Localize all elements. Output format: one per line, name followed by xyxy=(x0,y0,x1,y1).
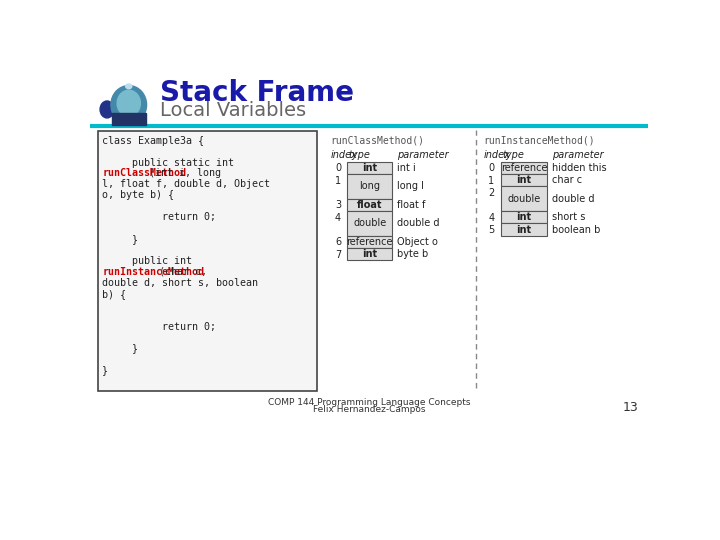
Text: 4: 4 xyxy=(488,213,495,222)
Text: int: int xyxy=(362,163,377,173)
Text: return 0;: return 0; xyxy=(102,321,217,332)
Text: runClassMethod(): runClassMethod() xyxy=(330,136,424,146)
Text: o, byte b) {: o, byte b) { xyxy=(102,190,174,200)
Text: type: type xyxy=(349,150,371,160)
Text: 4: 4 xyxy=(335,213,341,222)
Bar xyxy=(500,162,547,174)
Ellipse shape xyxy=(111,85,147,124)
Text: 5: 5 xyxy=(488,225,495,235)
Bar xyxy=(500,174,547,186)
Text: index: index xyxy=(330,150,357,160)
Text: return 0;: return 0; xyxy=(102,212,217,222)
Text: }: } xyxy=(102,234,138,244)
Text: 6: 6 xyxy=(335,237,341,247)
Text: Object o: Object o xyxy=(397,237,438,247)
Text: runClassMethod: runClassMethod xyxy=(102,168,186,178)
Text: public static int: public static int xyxy=(102,158,235,167)
Text: float f: float f xyxy=(397,200,426,210)
Text: parameter: parameter xyxy=(552,150,603,160)
Text: 3: 3 xyxy=(335,200,341,210)
Text: reference: reference xyxy=(500,163,547,173)
Text: b) {: b) { xyxy=(102,289,127,299)
Text: Felix Hernandez-Campos: Felix Hernandez-Campos xyxy=(312,404,426,414)
Bar xyxy=(347,199,392,211)
Text: double d: double d xyxy=(397,218,439,228)
Text: hidden this: hidden this xyxy=(552,163,606,173)
Text: Local Variables: Local Variables xyxy=(160,102,306,120)
Text: double: double xyxy=(353,218,387,228)
Text: 1: 1 xyxy=(335,176,341,186)
Bar xyxy=(500,186,547,211)
Ellipse shape xyxy=(100,101,114,118)
Text: char c: char c xyxy=(552,176,582,185)
Text: runInstanceMethod(): runInstanceMethod() xyxy=(484,136,595,146)
Text: float: float xyxy=(357,200,382,210)
Text: reference: reference xyxy=(346,237,393,247)
Text: boolean b: boolean b xyxy=(552,225,600,234)
Text: 1: 1 xyxy=(488,176,495,186)
Bar xyxy=(347,236,392,248)
Text: byte b: byte b xyxy=(397,249,428,259)
Text: 13: 13 xyxy=(623,401,639,414)
Text: public int: public int xyxy=(102,256,192,266)
Text: index: index xyxy=(484,150,510,160)
Text: int: int xyxy=(516,212,531,222)
Bar xyxy=(500,211,547,224)
Text: 0: 0 xyxy=(488,164,495,173)
Text: double d, short s, boolean: double d, short s, boolean xyxy=(102,278,258,288)
Text: double d: double d xyxy=(552,194,595,204)
Bar xyxy=(98,131,317,390)
Text: (char c,: (char c, xyxy=(159,267,207,277)
Text: double: double xyxy=(508,194,541,204)
Text: int: int xyxy=(516,225,531,234)
Text: short s: short s xyxy=(552,212,585,222)
Text: COMP 144 Programming Language Concepts: COMP 144 Programming Language Concepts xyxy=(268,399,470,408)
Bar xyxy=(112,112,145,125)
Ellipse shape xyxy=(126,84,132,89)
Text: }: } xyxy=(102,365,109,375)
Text: l, float f, double d, Object: l, float f, double d, Object xyxy=(102,179,271,190)
Text: 7: 7 xyxy=(335,249,341,260)
Bar xyxy=(347,162,392,174)
Text: int: int xyxy=(362,249,377,259)
Text: parameter: parameter xyxy=(397,150,449,160)
Text: Stack Frame: Stack Frame xyxy=(160,79,354,107)
Text: int i: int i xyxy=(397,163,415,173)
Bar xyxy=(347,211,392,236)
Text: type: type xyxy=(503,150,524,160)
Text: runInstanceMethod: runInstanceMethod xyxy=(102,267,204,277)
Text: long l: long l xyxy=(397,181,424,192)
Ellipse shape xyxy=(117,90,140,117)
Bar xyxy=(347,174,392,199)
Text: 0: 0 xyxy=(335,164,341,173)
Text: long: long xyxy=(359,181,380,192)
Text: class Example3a {: class Example3a { xyxy=(102,136,204,146)
Text: }: } xyxy=(102,343,138,353)
Text: (int i, long: (int i, long xyxy=(149,168,221,178)
Bar xyxy=(500,224,547,236)
Text: int: int xyxy=(516,176,531,185)
Bar xyxy=(347,248,392,260)
Text: 2: 2 xyxy=(488,188,495,198)
